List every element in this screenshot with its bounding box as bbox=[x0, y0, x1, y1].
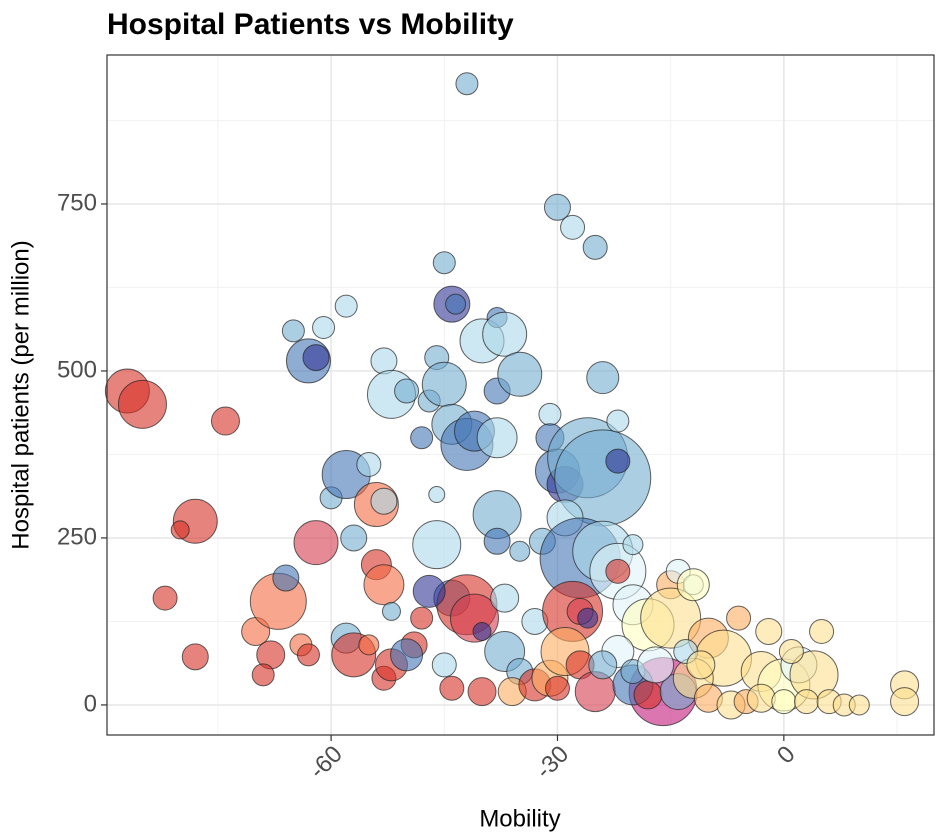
x-tick-label: 0 bbox=[772, 741, 801, 770]
bubble bbox=[356, 451, 382, 477]
bubble bbox=[340, 524, 368, 552]
bubble bbox=[370, 487, 398, 515]
bubble bbox=[431, 652, 457, 678]
bubble bbox=[544, 675, 570, 701]
bubble bbox=[334, 294, 358, 318]
bubble bbox=[302, 344, 330, 372]
x-tick-label: -60 bbox=[304, 741, 348, 785]
bubble bbox=[467, 677, 497, 707]
bubble bbox=[210, 406, 240, 436]
bubble bbox=[726, 605, 752, 631]
chart-title: Hospital Patients vs Mobility bbox=[107, 8, 514, 41]
bubble bbox=[538, 402, 562, 426]
bubble bbox=[676, 568, 710, 602]
bubble bbox=[890, 687, 920, 717]
bubble bbox=[272, 564, 300, 592]
bubble bbox=[509, 540, 531, 562]
bubble bbox=[606, 409, 630, 433]
bubble bbox=[577, 607, 599, 629]
plot-border bbox=[106, 54, 935, 736]
bubble bbox=[394, 378, 420, 404]
bubble bbox=[421, 361, 467, 407]
bubble bbox=[497, 351, 543, 397]
bubble bbox=[472, 621, 492, 641]
bubble bbox=[390, 638, 424, 672]
bubble bbox=[755, 617, 783, 645]
y-tick-label: 750 bbox=[57, 189, 97, 216]
bubble bbox=[439, 675, 465, 701]
bubble bbox=[428, 486, 446, 504]
bubble bbox=[686, 650, 716, 680]
bubble bbox=[490, 583, 520, 613]
bubble bbox=[432, 251, 456, 275]
bubble bbox=[483, 527, 511, 555]
bubble bbox=[296, 643, 320, 667]
bubble bbox=[809, 618, 835, 644]
bubble bbox=[358, 634, 380, 656]
bubble bbox=[582, 234, 608, 260]
bubble bbox=[543, 193, 571, 221]
bubble bbox=[605, 448, 631, 474]
bubble bbox=[633, 680, 663, 710]
bubble bbox=[293, 520, 339, 566]
bubble bbox=[588, 650, 618, 680]
bubble bbox=[640, 587, 702, 649]
y-tick-label: 0 bbox=[84, 690, 97, 717]
bubble bbox=[251, 663, 275, 687]
bubble bbox=[455, 72, 479, 96]
bubble bbox=[117, 379, 167, 429]
bubble bbox=[410, 426, 434, 450]
bubble bbox=[170, 520, 190, 540]
bubble bbox=[605, 558, 631, 584]
bubble bbox=[778, 639, 804, 665]
y-tick-label: 500 bbox=[57, 356, 97, 383]
bubble bbox=[793, 689, 819, 715]
bubble bbox=[412, 574, 446, 608]
bubble bbox=[410, 606, 434, 630]
x-axis-label: Mobility bbox=[479, 805, 560, 832]
bubble bbox=[476, 417, 518, 459]
bubble bbox=[412, 520, 462, 570]
bubble bbox=[281, 319, 305, 343]
bubble bbox=[622, 534, 644, 556]
bubble bbox=[181, 643, 209, 671]
bubble bbox=[445, 293, 467, 315]
bubble bbox=[637, 646, 675, 684]
bubble bbox=[381, 601, 401, 621]
bubble bbox=[363, 564, 405, 606]
bubble bbox=[746, 683, 776, 713]
x-tick-label: -30 bbox=[531, 741, 575, 785]
bubble bbox=[482, 311, 528, 357]
bubble bbox=[560, 214, 586, 240]
y-axis-label: Hospital patients (per million) bbox=[7, 240, 34, 549]
bubble bbox=[312, 316, 336, 340]
bubble bbox=[586, 361, 620, 395]
bubble bbox=[152, 585, 178, 611]
y-tick-label: 250 bbox=[57, 523, 97, 550]
bubble bbox=[848, 694, 870, 716]
bubble bbox=[771, 689, 797, 715]
